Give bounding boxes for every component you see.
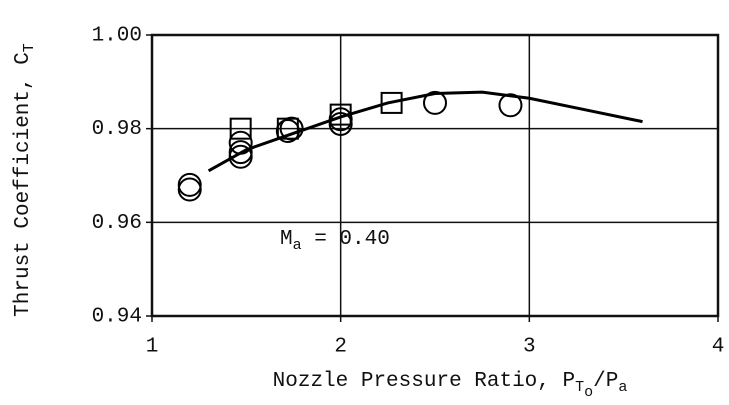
x-label-part: /P [593, 370, 618, 393]
plot-frame [150, 33, 720, 318]
x-axis-label: Nozzle Pressure Ratio, PTo/Pa [273, 370, 628, 401]
square-marker [380, 91, 403, 114]
circle-marker [498, 93, 523, 118]
x-label-part: T [575, 379, 584, 396]
circle-marker [228, 144, 253, 169]
x-label-part: a [618, 379, 627, 396]
annotation-part: a [293, 237, 302, 254]
fit-line [207, 90, 643, 173]
square-marker [276, 117, 299, 140]
circle-marker [177, 172, 202, 197]
x-tick-label: 3 [523, 336, 536, 359]
y-label-part: T [21, 43, 38, 52]
x-tick-label: 2 [334, 336, 347, 359]
x-tick-label: 4 [712, 336, 725, 359]
x-label-part: Nozzle Pressure Ratio, P [273, 370, 575, 393]
y-tick-label: 0.96 [92, 212, 142, 235]
annotation: Ma = 0.40 [280, 228, 390, 254]
y-tick-label: 1.00 [92, 25, 142, 48]
annotation-part: = 0.40 [302, 228, 390, 251]
y-axis-label: Thrust Coefficient, CT [12, 43, 38, 317]
y-label-part: Thrust Coefficient, C [12, 52, 35, 317]
square-marker [229, 117, 252, 140]
y-tick-label: 0.94 [92, 306, 142, 329]
circle-marker [177, 177, 202, 202]
x-tick-label: 1 [146, 336, 159, 359]
circle-marker [423, 90, 447, 115]
annotation-part: M [280, 228, 293, 251]
y-tick-label: 0.98 [92, 118, 142, 141]
x-label-part: o [584, 384, 593, 401]
